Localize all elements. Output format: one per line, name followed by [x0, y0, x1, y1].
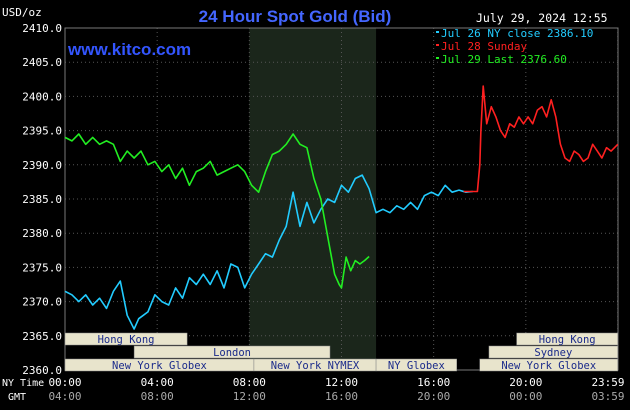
y-tick-label: 2360.0: [22, 364, 62, 377]
y-tick-label: 2370.0: [22, 296, 62, 309]
series-layer: [64, 85, 619, 330]
legend: Jul 26 NY close 2386.10 Jul 28 Sunday Ju…: [441, 27, 593, 66]
x-tick-label-gmt: 04:00: [48, 390, 81, 403]
y-axis-unit-label: USD/oz: [2, 6, 42, 19]
chart-title: 24 Hour Spot Gold (Bid): [199, 7, 392, 26]
nymex-session-highlight: [249, 28, 377, 370]
x-tick-label-gmt: 08:00: [141, 390, 174, 403]
ny-time-row-label: NY Time: [2, 378, 44, 389]
x-tick-label-gmt: 00:00: [509, 390, 542, 403]
series-line-2: [64, 133, 370, 289]
y-tick-label: 2410.0: [22, 22, 62, 35]
x-tick-label-ny: 20:00: [509, 376, 542, 389]
session-label: Hong Kong: [539, 334, 596, 346]
x-tick-label-gmt: 20:00: [417, 390, 450, 403]
series-line-1: [463, 85, 619, 193]
session-label: New York Globex: [112, 360, 207, 372]
session-bar: [64, 332, 188, 346]
session-bar: [133, 345, 331, 359]
x-tick-label-gmt: 03:59: [591, 390, 624, 403]
x-tick-label-ny: 12:00: [325, 376, 358, 389]
y-tick-label: 2390.0: [22, 159, 62, 172]
session-label: Hong Kong: [98, 334, 155, 346]
x-tick-label-gmt: 16:00: [325, 390, 358, 403]
x-tick-label-ny: 16:00: [417, 376, 450, 389]
legend-entry-jul28: Jul 28 Sunday: [441, 40, 527, 53]
x-tick-label-ny: 23:59: [591, 376, 624, 389]
y-tick-label: 2405.0: [22, 56, 62, 69]
y-tick-label: 2375.0: [22, 261, 62, 274]
gmt-row-label: GMT: [8, 392, 26, 403]
legend-entry-jul29: Jul 29 Last 2376.60: [441, 53, 567, 66]
session-bar: [516, 332, 619, 346]
y-tick-label: 2380.0: [22, 227, 62, 240]
y-tick-label: 2400.0: [22, 90, 62, 103]
session-label: NY Globex: [388, 360, 445, 372]
session-label: New York NYMEX: [271, 360, 360, 372]
y-tick-label: 2395.0: [22, 125, 62, 138]
x-axis-tick-labels: 00:00 04:00 08:00 12:00 16:00 20:00 23:5904:00…: [48, 376, 624, 403]
x-tick-label-gmt: 12:00: [233, 390, 266, 403]
y-axis-tick-labels: 2360.0 2365.0 2370.0 2375.0 2380.0 2385.0 2390…: [22, 22, 62, 377]
session-bar: [488, 345, 619, 359]
session-bar: [479, 358, 619, 372]
site-watermark: www.kitco.com: [67, 40, 191, 59]
x-tick-label-ny: 08:00: [233, 376, 266, 389]
series-line-0: [64, 174, 473, 330]
chart-datetime: July 29, 2024 12:55: [476, 11, 608, 25]
y-tick-label: 2365.0: [22, 330, 62, 343]
session-label: New York Globex: [501, 360, 596, 372]
legend-entry-jul26: Jul 26 NY close 2386.10: [441, 27, 593, 40]
x-tick-label-ny: 00:00: [48, 376, 81, 389]
y-tick-label: 2385.0: [22, 193, 62, 206]
session-bar: [375, 358, 457, 372]
session-label: Sydney: [534, 347, 572, 359]
x-tick-label-ny: 04:00: [141, 376, 174, 389]
session-label: London: [213, 347, 251, 359]
